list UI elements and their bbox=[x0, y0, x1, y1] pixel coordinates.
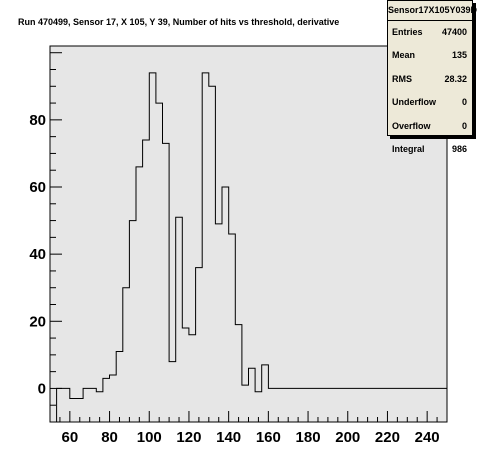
stats-value: 0 bbox=[461, 120, 467, 131]
x-tick-label: 200 bbox=[335, 429, 360, 446]
stats-row-rms: RMS 28.32 bbox=[388, 68, 472, 91]
axis-ticks bbox=[49, 52, 448, 423]
stats-box-title: Sensor17X105Y039D bbox=[388, 1, 477, 21]
stats-label: Integral bbox=[392, 143, 425, 154]
stats-label: RMS bbox=[392, 73, 412, 84]
x-tick-label: 180 bbox=[296, 429, 321, 446]
stats-row-entries: Entries 47400 bbox=[388, 21, 472, 44]
stats-row-overflow: Overflow 0 bbox=[388, 115, 472, 138]
x-tick-label: 140 bbox=[216, 429, 241, 446]
stats-row-underflow: Underflow 0 bbox=[388, 91, 472, 114]
stats-label: Overflow bbox=[392, 120, 431, 131]
stats-box: Sensor17X105Y039D Entries 47400 Mean 135 R… bbox=[387, 0, 477, 154]
x-tick-label: 120 bbox=[176, 429, 201, 446]
stats-value: 28.32 bbox=[444, 73, 467, 84]
x-tick-label: 220 bbox=[375, 429, 400, 446]
x-tick-label: 240 bbox=[415, 429, 440, 446]
stats-label: Entries bbox=[392, 27, 423, 37]
y-tick-label: 0 bbox=[38, 380, 46, 397]
x-tick-label: 80 bbox=[101, 429, 118, 446]
x-tick-label: 100 bbox=[137, 429, 162, 446]
stats-value: 135 bbox=[451, 50, 467, 61]
y-tick-label: 60 bbox=[29, 179, 46, 196]
y-tick-label: 20 bbox=[29, 313, 46, 330]
x-tick-label: 160 bbox=[256, 429, 281, 446]
y-tick-label: 40 bbox=[29, 246, 46, 263]
stats-label: Underflow bbox=[392, 97, 436, 108]
stats-label: Mean bbox=[392, 50, 416, 61]
stats-row-mean: Mean 135 bbox=[388, 44, 472, 67]
x-tick-label: 60 bbox=[62, 429, 79, 446]
y-tick-label: 80 bbox=[29, 112, 46, 129]
histogram-line bbox=[50, 72, 447, 423]
stats-value: 0 bbox=[461, 97, 467, 108]
x-tick-labels: 60 80 100 120 140 160 180 200 220 240 bbox=[62, 429, 440, 446]
chart-title: Run 470499, Sensor 17, X 105, Y 39, Numb… bbox=[18, 17, 340, 27]
stats-row-integral: Integral 986 bbox=[388, 138, 472, 161]
y-tick-labels: 0 20 40 60 80 bbox=[29, 112, 46, 398]
stats-value: 986 bbox=[451, 143, 467, 154]
stats-value: 47400 bbox=[441, 27, 467, 37]
